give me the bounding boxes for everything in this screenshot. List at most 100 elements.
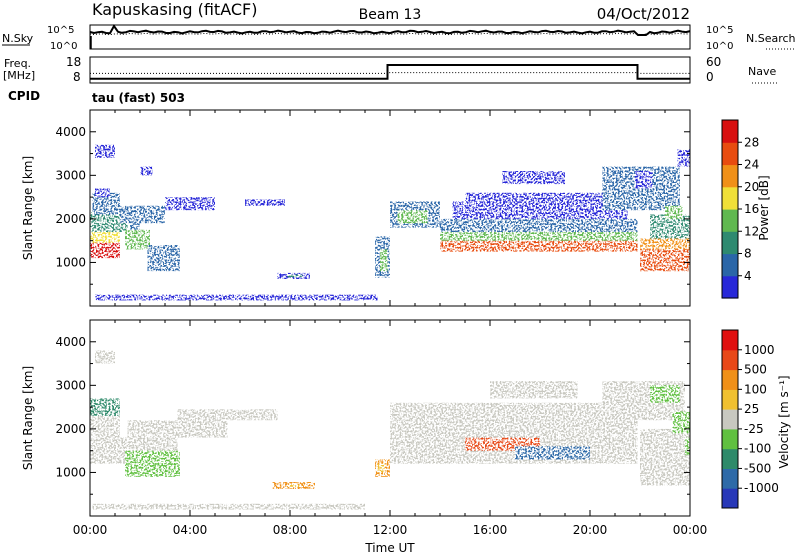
cpid-value: tau (fast) 503 [92, 91, 185, 105]
power-colorbar-tick-label: 8 [744, 247, 752, 261]
velocity-echo-patch [177, 409, 278, 421]
velocity-echo-patch [490, 381, 578, 399]
velocity-echo-patch [515, 446, 590, 460]
velocity-colorbar-label: Velocity [m s⁻¹] [777, 375, 791, 468]
time-tick-label: 12:00 [373, 523, 408, 537]
power-echo-patch [397, 210, 428, 224]
velocity-echo-patch [90, 415, 120, 438]
power-echo-patch [120, 205, 165, 224]
velocity-colorbar-swatch [722, 330, 738, 351]
noise-left-tick-bottom: 10^0 [50, 41, 77, 52]
power-echo-patch [130, 223, 140, 230]
power-colorbar-swatch [722, 142, 738, 166]
power-echo-patch [90, 240, 120, 259]
velocity-scatter-patches [90, 350, 690, 510]
power-echo-patch [452, 201, 628, 219]
freq-tick-bottom: 8 [73, 70, 81, 84]
velocity-colorbar-swatch [722, 389, 738, 410]
power-colorbar-label: Power [dB] [757, 175, 771, 240]
nave-tick-bottom: 0 [706, 70, 714, 84]
velocity-echo-patch [672, 411, 690, 434]
power-tick-label: 1000 [55, 255, 86, 269]
velocity-colorbar-swatch [722, 369, 738, 390]
velocity-ylabel: Slant Range [km] [21, 366, 35, 470]
velocity-colorbar-tick-label: -25 [744, 422, 764, 436]
power-tick-label: 3000 [55, 168, 86, 182]
power-echo-patch [95, 188, 110, 198]
power-colorbar-swatch [722, 186, 738, 210]
power-colorbar-tick-label: 20 [744, 180, 759, 194]
power-colorbar-tick-label: 4 [744, 269, 752, 283]
time-tick-label: 20:00 [573, 523, 608, 537]
power-echo-patch [640, 249, 690, 272]
time-axis-ticks: 00:00 04:00 08:00 12:00 16:00 20:00 00:00 [73, 523, 708, 537]
velocity-echo-patch [90, 398, 120, 416]
velocity-echo-patch [92, 503, 365, 510]
nave-label: Nave [748, 65, 776, 78]
power-colorbar-tick-label: 28 [744, 135, 759, 149]
velocity-colorbar-swatch [722, 468, 738, 489]
power-echo-patch [677, 149, 690, 167]
power-colorbar-tick-label: 16 [744, 202, 759, 216]
velocity-colorbar-tick-label: 100 [744, 382, 767, 396]
velocity-colorbar-swatch [722, 488, 738, 509]
velocity-colorbar-tick-label: 1000 [744, 343, 775, 357]
power-colorbar: 4 8 12 16 20 24 28 [721, 119, 759, 299]
power-colorbar-swatch [722, 120, 738, 143]
power-y-ticks: 1000 2000 3000 4000 [55, 110, 691, 306]
power-colorbar-swatch [722, 164, 738, 188]
velocity-colorbar-swatch [722, 448, 738, 469]
frequency-panel: Freq. [MHz] 18 8 60 0 Nave [3, 55, 778, 84]
power-colorbar-tick-label: 24 [744, 158, 759, 172]
power-echo-patch [140, 166, 153, 176]
power-echo-patch [440, 240, 638, 252]
noise-right-tick-bottom: 10^0 [706, 41, 733, 52]
noise-panel: N.Sky 10^5 10^0 10^5 10^0 N.Search [2, 24, 796, 52]
velocity-colorbar-tick-label: -500 [744, 461, 771, 475]
velocity-echo-patch [377, 463, 385, 473]
time-axis-label: Time UT [364, 541, 415, 554]
noise-left-tick-top: 10^5 [47, 25, 74, 36]
power-echo-patch [90, 212, 128, 232]
power-panel: 1000 2000 3000 4000 Slant Range [km] 4 8 12 16… [21, 109, 771, 307]
power-echo-patch [95, 144, 115, 158]
nave-line [90, 72, 690, 74]
velocity-colorbar-tick-label: -1000 [744, 481, 779, 495]
power-echo-patch [92, 192, 120, 215]
velocity-echo-patch [685, 437, 690, 455]
velocity-echo-patch [127, 420, 228, 438]
velocity-colorbar-tick-label: 25 [744, 402, 759, 416]
power-echo-patch [125, 229, 150, 250]
power-echo-patch [640, 238, 690, 250]
time-tick-label: 08:00 [273, 523, 308, 537]
velocity-echo-patch [287, 484, 300, 488]
power-echo-patch [380, 249, 388, 272]
power-colorbar-swatch [722, 253, 738, 277]
velocity-tick-label: 1000 [55, 465, 86, 479]
power-echo-patch [95, 294, 378, 301]
power-echo-patch [287, 274, 303, 278]
power-colorbar-swatch [722, 209, 738, 232]
nave-tick-top: 60 [706, 55, 721, 69]
velocity-colorbar-swatch [722, 409, 738, 430]
noise-search-label: N.Search [746, 32, 796, 45]
velocity-echo-patch [140, 459, 160, 473]
velocity-tick-label: 2000 [55, 422, 86, 436]
velocity-colorbar-tick-label: 500 [744, 363, 767, 377]
time-tick-label: 00:00 [673, 523, 708, 537]
velocity-panel: 1000 2000 3000 4000 00:00 04:00 08:00 12:00 16:… [21, 319, 791, 554]
power-scatter-patches [90, 144, 690, 301]
noise-sky-label: N.Sky [2, 32, 34, 45]
velocity-colorbar-swatch [722, 349, 738, 371]
freq-tick-top: 18 [66, 55, 81, 69]
velocity-echo-patch [650, 385, 680, 403]
power-colorbar-tick-label: 12 [744, 224, 759, 238]
noise-sky-line [89, 24, 691, 36]
power-echo-patch [665, 205, 683, 219]
power-tick-label: 4000 [55, 125, 86, 139]
velocity-colorbar-tick-label: -100 [744, 442, 771, 456]
power-colorbar-swatch [722, 275, 738, 299]
power-echo-patch [440, 229, 638, 241]
time-tick-label: 00:00 [73, 523, 108, 537]
